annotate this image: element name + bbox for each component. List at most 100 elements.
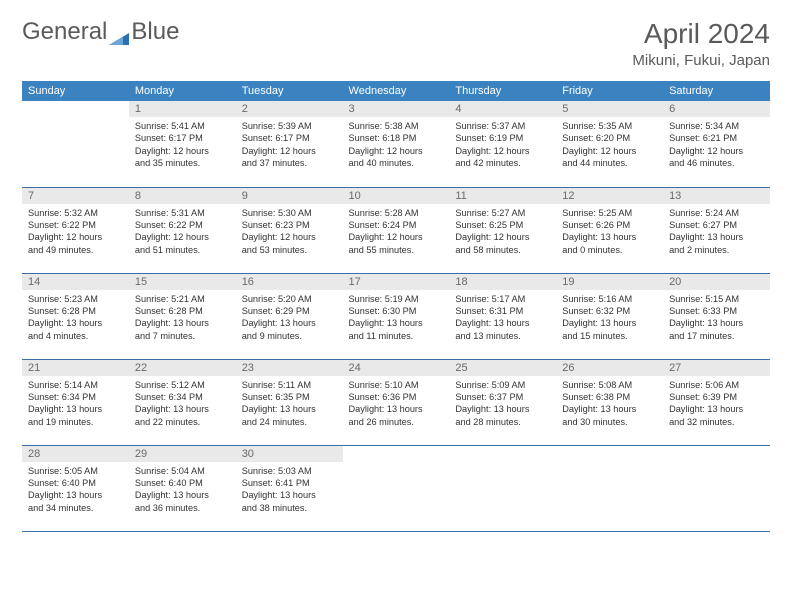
calendar-cell: 9Sunrise: 5:30 AMSunset: 6:23 PMDaylight… xyxy=(236,187,343,273)
day-line: Daylight: 13 hours xyxy=(135,403,230,415)
calendar-row: 28Sunrise: 5:05 AMSunset: 6:40 PMDayligh… xyxy=(22,445,770,531)
calendar-cell: 8Sunrise: 5:31 AMSunset: 6:22 PMDaylight… xyxy=(129,187,236,273)
day-line: Daylight: 13 hours xyxy=(242,403,337,415)
calendar-cell: 24Sunrise: 5:10 AMSunset: 6:36 PMDayligh… xyxy=(343,359,450,445)
calendar-cell: 17Sunrise: 5:19 AMSunset: 6:30 PMDayligh… xyxy=(343,273,450,359)
day-number: 16 xyxy=(236,274,343,290)
day-line: Sunset: 6:34 PM xyxy=(28,391,123,403)
day-line: Sunrise: 5:31 AM xyxy=(135,207,230,219)
calendar-cell: 23Sunrise: 5:11 AMSunset: 6:35 PMDayligh… xyxy=(236,359,343,445)
calendar-cell: 5Sunrise: 5:35 AMSunset: 6:20 PMDaylight… xyxy=(556,101,663,187)
day-line: Daylight: 13 hours xyxy=(669,317,764,329)
day-line: Sunset: 6:34 PM xyxy=(135,391,230,403)
day-line: Daylight: 12 hours xyxy=(135,145,230,157)
day-line: Sunset: 6:40 PM xyxy=(135,477,230,489)
day-details: Sunrise: 5:09 AMSunset: 6:37 PMDaylight:… xyxy=(449,376,556,433)
day-details: Sunrise: 5:06 AMSunset: 6:39 PMDaylight:… xyxy=(663,376,770,433)
day-details: Sunrise: 5:08 AMSunset: 6:38 PMDaylight:… xyxy=(556,376,663,433)
day-line: Sunset: 6:21 PM xyxy=(669,132,764,144)
day-line: and 37 minutes. xyxy=(242,157,337,169)
day-details: Sunrise: 5:03 AMSunset: 6:41 PMDaylight:… xyxy=(236,462,343,519)
day-details: Sunrise: 5:27 AMSunset: 6:25 PMDaylight:… xyxy=(449,204,556,261)
calendar-row: 14 Sunrise: 5:23 AM Sunset: 6:28 PM Dayligh… xyxy=(22,273,770,359)
day-details: Sunrise: 5:41 AMSunset: 6:17 PMDaylight:… xyxy=(129,117,236,174)
day-line: Daylight: 13 hours xyxy=(28,317,123,329)
day-details: Sunrise: 5:17 AMSunset: 6:31 PMDaylight:… xyxy=(449,290,556,347)
day-line: Sunrise: 5:21 AM xyxy=(135,293,230,305)
day-line: Sunrise: 5:14 AM xyxy=(28,379,123,391)
logo: General Blue xyxy=(22,18,179,46)
day-line: and 40 minutes. xyxy=(349,157,444,169)
calendar-cell: 4Sunrise: 5:37 AMSunset: 6:19 PMDaylight… xyxy=(449,101,556,187)
calendar-cell: 14Sunrise: 5:23 AMSunset: 6:28 PMDayligh… xyxy=(22,273,129,359)
day-number: 14 xyxy=(22,274,129,290)
day-line: Sunrise: 5:23 AM xyxy=(28,293,123,305)
day-line: and 42 minutes. xyxy=(455,157,550,169)
weekday-header: Sunday xyxy=(22,81,129,101)
day-line: Sunset: 6:33 PM xyxy=(669,305,764,317)
day-line: Sunrise: 5:27 AM xyxy=(455,207,550,219)
day-details: Sunrise: 5:10 AMSunset: 6:36 PMDaylight:… xyxy=(343,376,450,433)
day-line: Sunset: 6:32 PM xyxy=(562,305,657,317)
calendar-row: 1Sunrise: 5:41 AMSunset: 6:17 PMDaylight… xyxy=(22,101,770,187)
location-subtitle: Mikuni, Fukui, Japan xyxy=(632,52,770,69)
calendar-row: 7Sunrise: 5:32 AMSunset: 6:22 PMDaylight… xyxy=(22,187,770,273)
day-number: 3 xyxy=(343,101,450,117)
day-line: and 34 minutes. xyxy=(28,502,123,514)
day-details: Sunrise: 5:05 AMSunset: 6:40 PMDaylight:… xyxy=(22,462,129,519)
day-line: Sunset: 6:39 PM xyxy=(669,391,764,403)
day-details: Sunrise: 5:04 AMSunset: 6:40 PMDaylight:… xyxy=(129,462,236,519)
day-line: and 58 minutes. xyxy=(455,244,550,256)
day-details: Sunrise: 5:31 AMSunset: 6:22 PMDaylight:… xyxy=(129,204,236,261)
day-details: Sunrise: 5:12 AMSunset: 6:34 PMDaylight:… xyxy=(129,376,236,433)
day-line: Daylight: 13 hours xyxy=(349,403,444,415)
day-line: Sunset: 6:23 PM xyxy=(242,219,337,231)
day-number: 11 xyxy=(449,188,556,204)
weekday-header: Wednesday xyxy=(343,81,450,101)
day-line: and 11 minutes. xyxy=(349,330,444,342)
day-line: Daylight: 13 hours xyxy=(455,403,550,415)
day-number: 6 xyxy=(663,101,770,117)
day-line: Sunrise: 5:17 AM xyxy=(455,293,550,305)
day-details: Sunrise: 5:25 AMSunset: 6:26 PMDaylight:… xyxy=(556,204,663,261)
calendar-cell: 10Sunrise: 5:28 AMSunset: 6:24 PMDayligh… xyxy=(343,187,450,273)
day-number: 12 xyxy=(556,188,663,204)
day-line: and 7 minutes. xyxy=(135,330,230,342)
calendar-cell: 30Sunrise: 5:03 AMSunset: 6:41 PMDayligh… xyxy=(236,445,343,531)
day-number: 25 xyxy=(449,360,556,376)
day-line: Daylight: 12 hours xyxy=(135,231,230,243)
day-line: Sunset: 6:19 PM xyxy=(455,132,550,144)
day-number: 17 xyxy=(343,274,450,290)
weekday-header: Monday xyxy=(129,81,236,101)
day-line: Sunrise: 5:04 AM xyxy=(135,465,230,477)
day-line: Sunset: 6:22 PM xyxy=(28,219,123,231)
day-number: 5 xyxy=(556,101,663,117)
day-line: Daylight: 13 hours xyxy=(135,489,230,501)
day-details: Sunrise: 5:37 AMSunset: 6:19 PMDaylight:… xyxy=(449,117,556,174)
day-details: Sunrise: 5:38 AMSunset: 6:18 PMDaylight:… xyxy=(343,117,450,174)
day-line: Sunset: 6:27 PM xyxy=(669,219,764,231)
day-line: Daylight: 12 hours xyxy=(242,231,337,243)
day-line: and 0 minutes. xyxy=(562,244,657,256)
day-number: 4 xyxy=(449,101,556,117)
day-line: Sunset: 6:36 PM xyxy=(349,391,444,403)
day-number: 22 xyxy=(129,360,236,376)
day-line: Sunset: 6:28 PM xyxy=(135,305,230,317)
weekday-header: Tuesday xyxy=(236,81,343,101)
day-line: Daylight: 13 hours xyxy=(562,231,657,243)
title-block: April 2024 Mikuni, Fukui, Japan xyxy=(632,18,770,69)
calendar-cell: 27Sunrise: 5:06 AMSunset: 6:39 PMDayligh… xyxy=(663,359,770,445)
day-line: and 4 minutes. xyxy=(28,330,123,342)
day-line: Sunset: 6:35 PM xyxy=(242,391,337,403)
calendar-cell xyxy=(343,445,450,531)
day-details: Sunrise: 5:21 AMSunset: 6:28 PMDaylight:… xyxy=(129,290,236,347)
calendar-cell: 3Sunrise: 5:38 AMSunset: 6:18 PMDaylight… xyxy=(343,101,450,187)
calendar-cell: 26Sunrise: 5:08 AMSunset: 6:38 PMDayligh… xyxy=(556,359,663,445)
day-number: 26 xyxy=(556,360,663,376)
calendar-cell: 21Sunrise: 5:14 AMSunset: 6:34 PMDayligh… xyxy=(22,359,129,445)
day-line: Daylight: 13 hours xyxy=(562,317,657,329)
calendar-table: SundayMondayTuesdayWednesdayThursdayFrid… xyxy=(22,81,770,532)
calendar-cell: 15Sunrise: 5:21 AMSunset: 6:28 PMDayligh… xyxy=(129,273,236,359)
day-line: Sunrise: 5:35 AM xyxy=(562,120,657,132)
day-line: and 17 minutes. xyxy=(669,330,764,342)
